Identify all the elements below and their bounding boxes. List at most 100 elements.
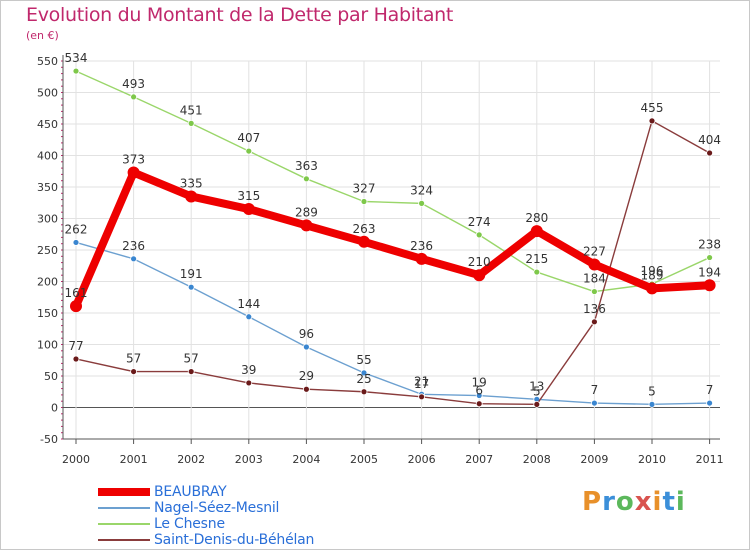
logo-letter: P [582,487,603,517]
data-point-nagel-seez-mesnil [245,313,253,321]
data-point-saint-denis-du-behelan [187,368,195,375]
data-point-beaubray [473,269,486,282]
data-label-saint-denis-du-behelan: 404 [698,133,721,147]
data-point-le-chesne [418,199,426,207]
data-point-nagel-seez-mesnil [130,255,138,263]
data-point-saint-denis-du-behelan [302,385,310,393]
data-point-le-chesne [130,93,138,101]
data-point-le-chesne [302,175,310,183]
x-tick-label: 2000 [62,453,90,466]
y-tick-label: 350 [37,181,58,194]
data-label-saint-denis-du-behelan: 77 [68,339,83,353]
data-label-beaubray: 210 [468,255,491,269]
x-tick-label: 2001 [120,453,148,466]
data-point-le-chesne [706,254,713,261]
y-tick-label: 150 [37,307,58,320]
data-label-le-chesne: 238 [698,238,721,252]
logo-letter: r [602,487,616,517]
data-label-le-chesne: 327 [353,181,376,195]
data-point-le-chesne [591,288,598,295]
data-label-beaubray: 280 [525,211,548,225]
data-point-beaubray [530,225,543,238]
logo-letter: i [652,487,663,517]
data-point-beaubray [185,190,198,203]
data-label-beaubray: 161 [65,286,88,300]
data-label-nagel-seez-mesnil: 262 [65,222,88,236]
y-tick-label: 200 [37,276,58,289]
x-tick-label: 2002 [177,453,205,466]
data-label-nagel-seez-mesnil: 7 [706,383,714,397]
data-label-nagel-seez-mesnil: 5 [648,384,656,398]
x-tick-label: 2006 [408,453,436,466]
data-point-beaubray [646,282,658,295]
data-label-beaubray: 315 [237,189,260,203]
data-label-le-chesne: 196 [641,264,664,278]
data-point-saint-denis-du-behelan [245,379,253,387]
data-label-beaubray: 194 [698,265,721,279]
data-label-le-chesne: 184 [583,272,606,286]
data-point-nagel-seez-mesnil [302,343,310,351]
series-line-nagel-seez-mesnil [75,241,711,406]
data-label-nagel-seez-mesnil: 13 [529,379,544,393]
data-point-saint-denis-du-behelan [533,400,541,408]
data-point-beaubray [300,219,313,232]
data-label-le-chesne: 534 [65,51,88,65]
data-label-le-chesne: 363 [295,159,318,173]
data-label-beaubray: 335 [180,176,203,190]
y-tick-label: 100 [37,339,58,352]
logo-letter: x [634,487,653,517]
data-point-beaubray [242,203,255,216]
chart-unit-label: (en €) [26,29,59,42]
data-label-beaubray: 227 [583,244,606,258]
data-label-nagel-seez-mesnil: 55 [356,353,371,367]
data-point-nagel-seez-mesnil [475,392,483,399]
data-point-saint-denis-du-behelan [706,149,713,157]
series-line-saint-denis-du-behelan [75,120,711,406]
data-point-le-chesne [245,147,253,155]
x-tick-label: 2009 [580,453,608,466]
data-label-nagel-seez-mesnil: 96 [299,327,314,341]
series-line-le-chesne [75,70,711,293]
data-label-le-chesne: 215 [525,252,548,266]
data-point-saint-denis-du-behelan [72,355,80,363]
data-label-le-chesne: 274 [468,215,491,229]
data-label-le-chesne: 324 [410,183,433,197]
data-point-beaubray [588,258,601,271]
data-point-beaubray [703,279,716,292]
legend-swatch-le-chesne [98,523,150,525]
x-tick-label: 2003 [235,453,263,466]
data-label-beaubray: 289 [295,205,318,219]
data-point-nagel-seez-mesnil [187,283,195,291]
data-label-nagel-seez-mesnil: 191 [180,267,203,281]
data-label-nagel-seez-mesnil: 7 [591,383,599,397]
data-point-beaubray [127,166,140,179]
data-point-saint-denis-du-behelan [130,368,138,375]
series-line-beaubray [72,168,714,311]
y-tick-label: 550 [37,55,58,68]
legend-swatch-beaubray [98,488,150,496]
y-tick-label: -50 [40,433,58,446]
data-point-beaubray [415,252,428,265]
data-point-saint-denis-du-behelan [648,117,656,125]
data-point-le-chesne [475,231,483,239]
data-point-saint-denis-du-behelan [418,393,426,401]
data-point-le-chesne [533,268,541,276]
data-point-beaubray [358,235,370,248]
legend-label-nagel-seez-mesnil: Nagel-Séez-Mesnil [154,500,280,516]
data-point-nagel-seez-mesnil [591,399,598,407]
data-point-nagel-seez-mesnil [648,400,656,408]
data-label-saint-denis-du-behelan: 136 [583,302,606,316]
data-point-saint-denis-du-behelan [360,388,368,396]
data-point-le-chesne [187,119,195,127]
y-tick-label: 450 [37,118,58,131]
data-point-le-chesne [72,67,80,75]
x-tick-label: 2004 [292,453,320,466]
x-tick-label: 2007 [465,453,493,466]
logo-letter: t [662,487,676,517]
data-label-saint-denis-du-behelan: 57 [184,352,199,366]
y-tick-label: 250 [37,244,58,257]
data-point-nagel-seez-mesnil [706,399,713,407]
data-point-saint-denis-du-behelan [591,318,598,326]
proxiti-logo: Proxiti [582,487,686,517]
